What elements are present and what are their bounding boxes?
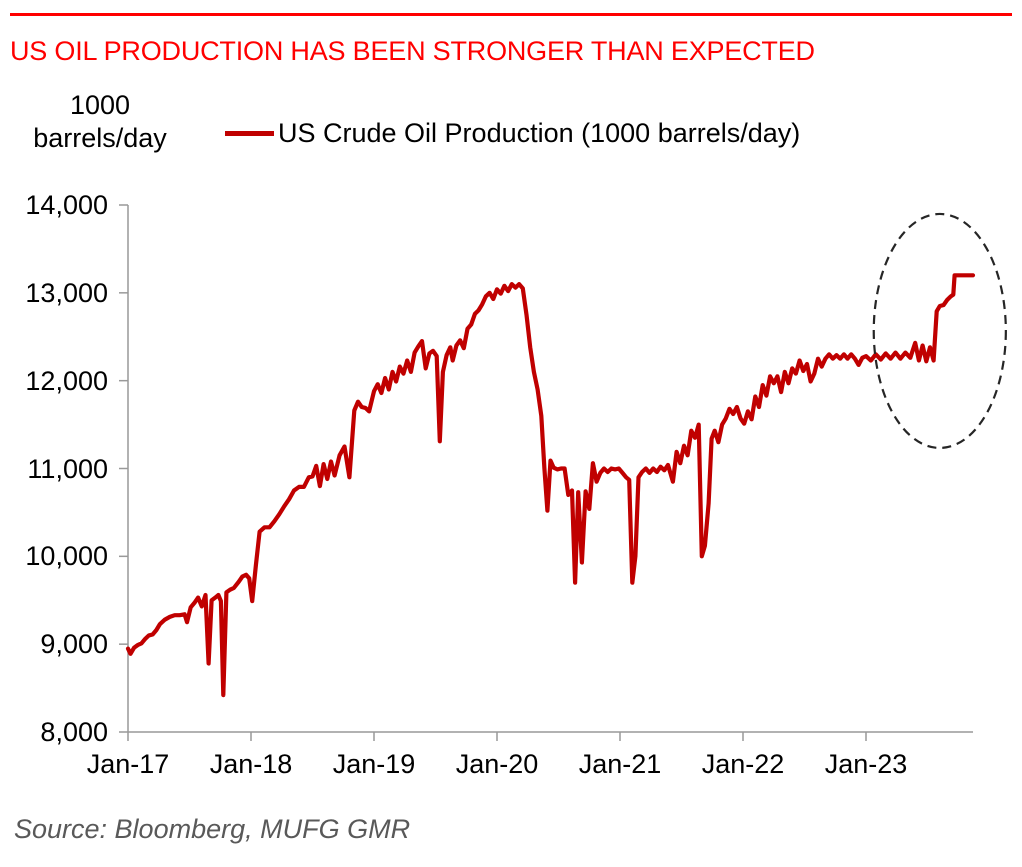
legend-line-icon [225,130,274,136]
production-line [125,273,976,698]
y-tick-label: 12,000 [25,365,108,396]
x-tick-label: Jan-22 [701,749,785,779]
page-title: US OIL PRODUCTION HAS BEEN STRONGER THAN… [10,36,815,66]
y-axis-unit-line2: barrels/day [33,123,167,153]
x-tick-label: Jan-18 [209,749,293,779]
x-tick-label: Jan-17 [86,749,170,779]
y-tick-label: 14,000 [25,190,108,220]
y-tick-label: 13,000 [25,277,108,308]
top-red-rule [10,13,1012,16]
x-tick-label: Jan-19 [332,749,416,779]
x-tick-label: Jan-23 [824,749,908,779]
x-tick-label: Jan-21 [578,749,662,779]
x-tick-label: Jan-20 [455,749,539,779]
y-axis-unit-label: 1000 barrels/day [28,89,172,155]
legend-label: US Crude Oil Production (1000 barrels/da… [278,117,801,148]
y-axis-unit-line1: 1000 [69,90,131,120]
source-note: Source: Bloomberg, MUFG GMR [14,814,411,844]
legend: US Crude Oil Production (1000 barrels/da… [225,117,800,149]
y-tick-label: 10,000 [25,541,108,572]
highlight-ellipse [872,212,1007,450]
y-tick-label: 8,000 [40,717,108,747]
y-axis-tick-labels: 8,000 9,000 10,000 11,000 12,000 13,000 14,000 [0,0,108,867]
y-tick-label: 9,000 [40,629,108,660]
y-tick-label: 11,000 [27,453,108,484]
